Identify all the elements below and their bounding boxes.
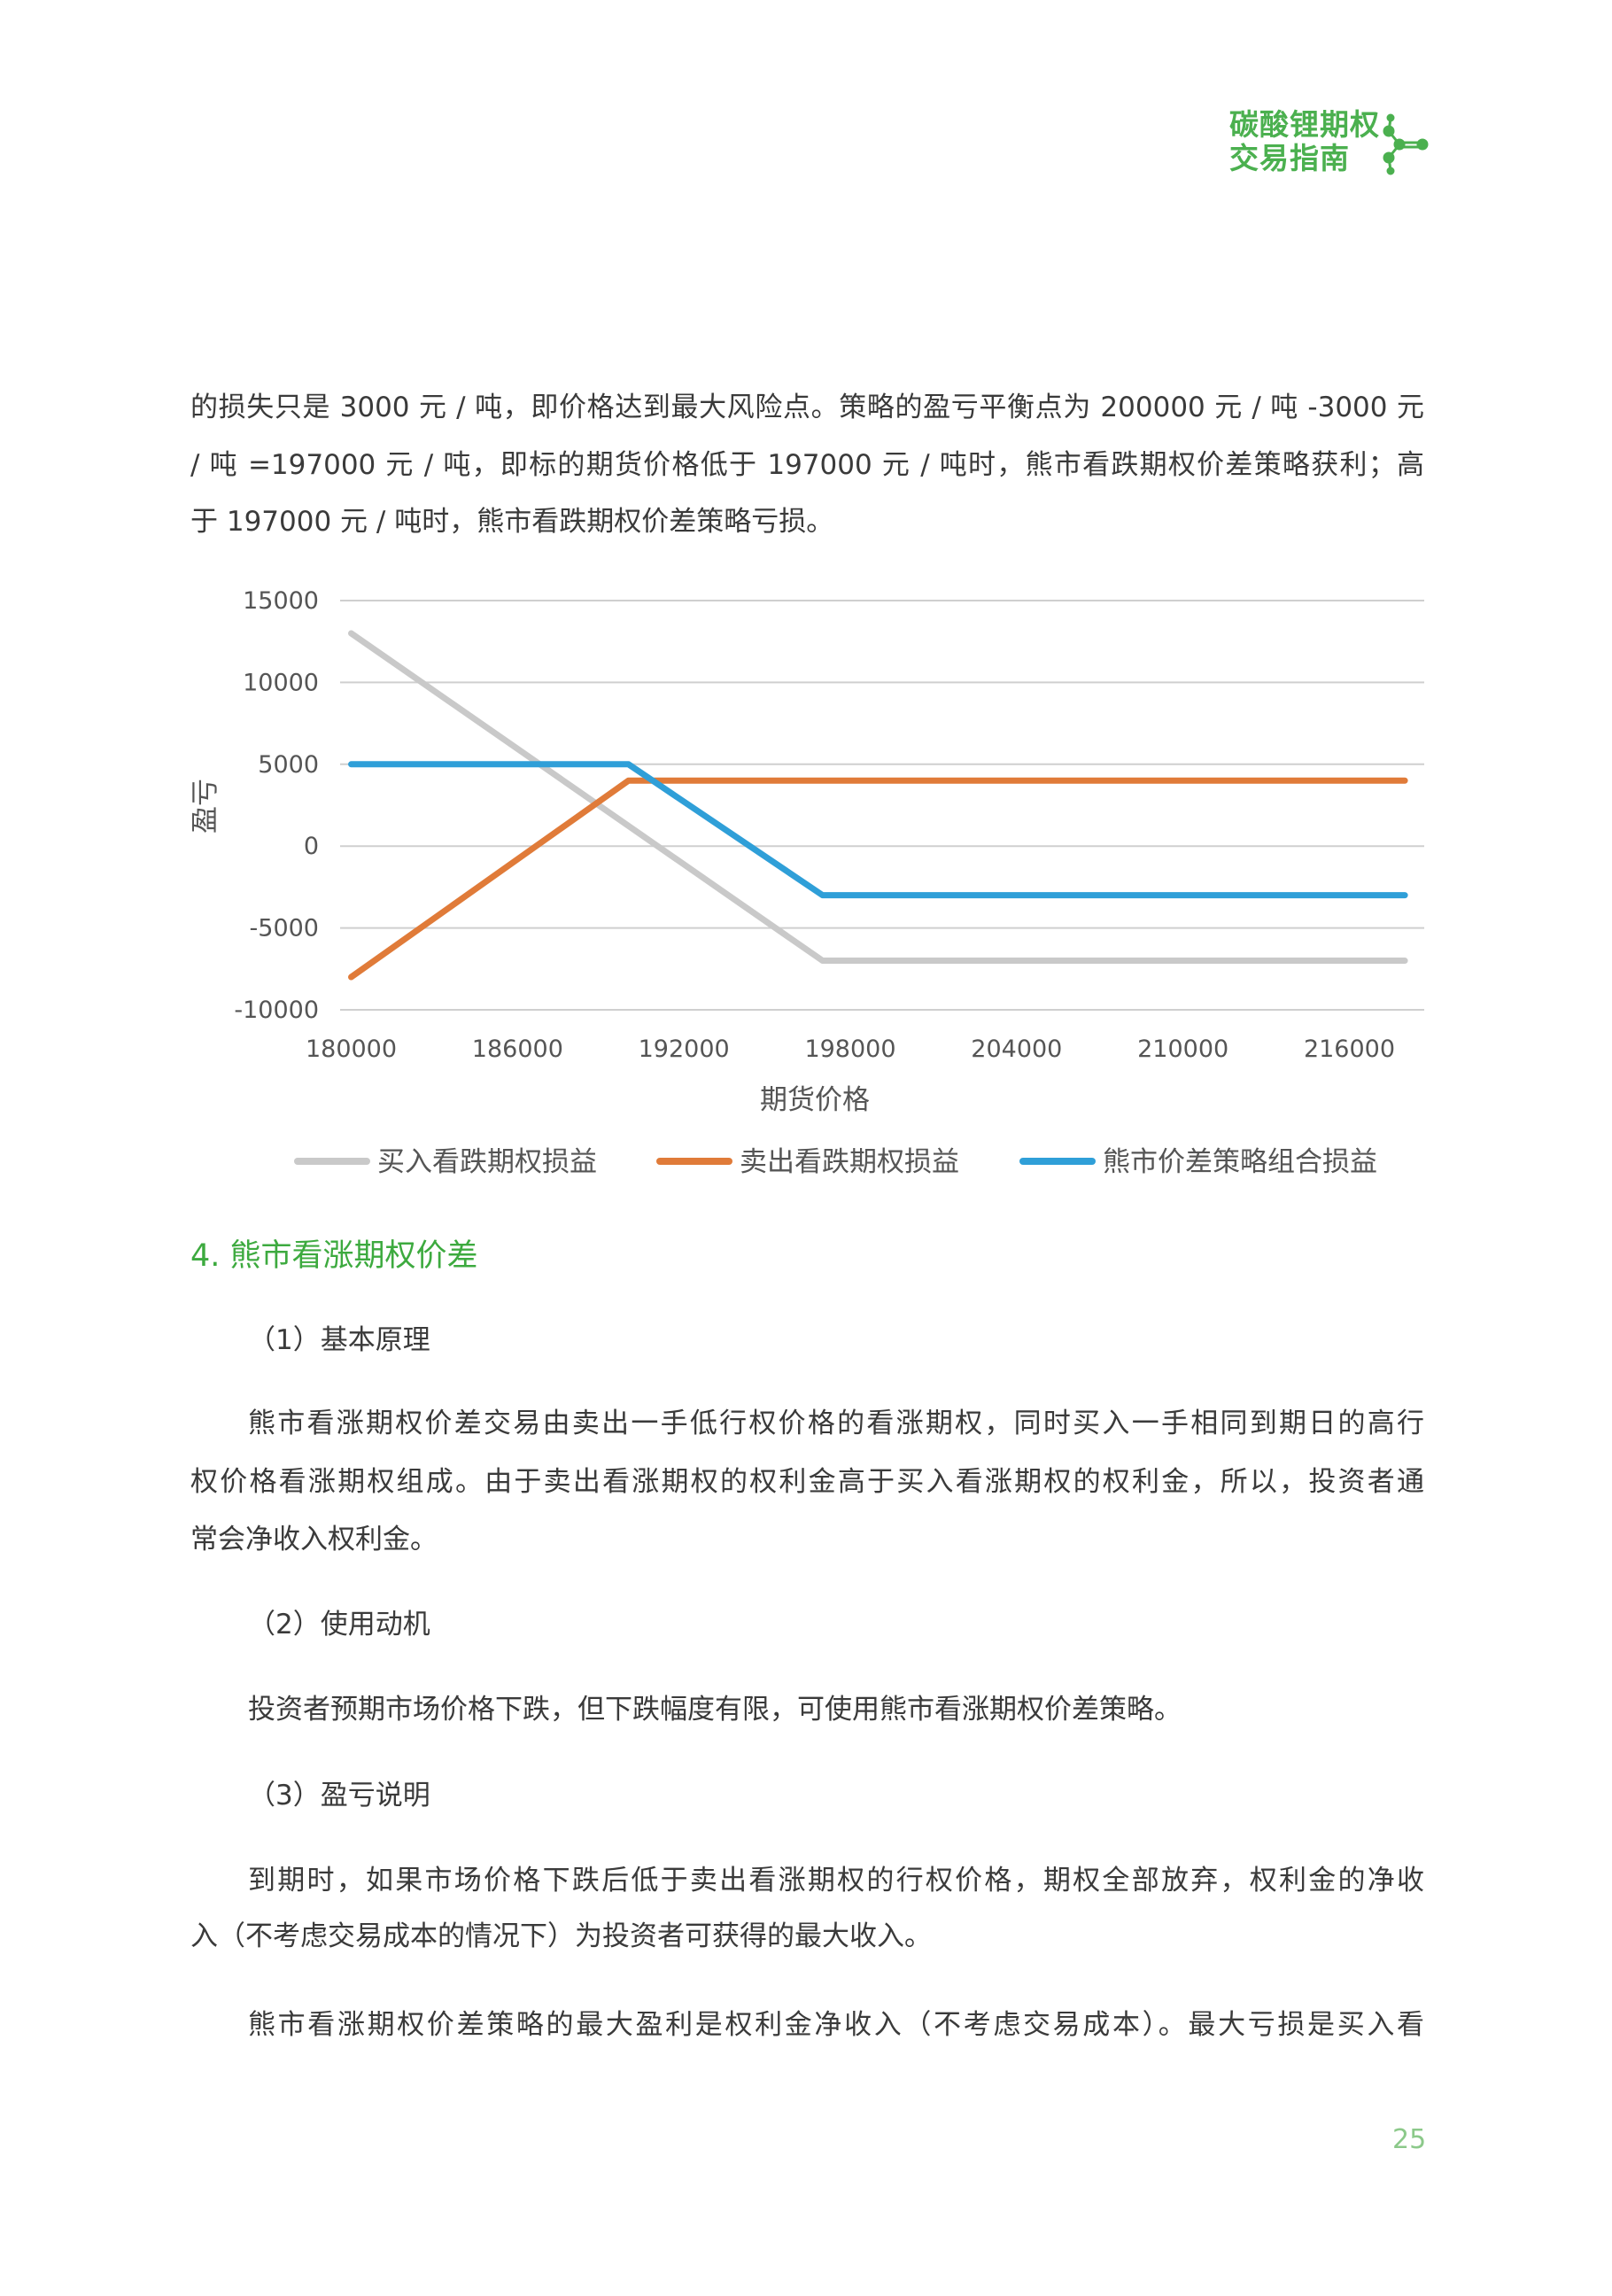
series-line-2 <box>348 761 1408 899</box>
y-tick-label: 5000 <box>258 751 319 779</box>
y-axis-label: 盈亏 <box>190 779 221 834</box>
series-line-0 <box>348 630 1408 965</box>
logo-line-1: 碳酸锂期权 <box>1229 107 1380 142</box>
paragraph-line: 到期时，如果市场价格下跌后低于卖出看涨期权的行权价格，期权全部放弃，权利金的净收 <box>248 1865 1424 1897</box>
subheading-profit-loss: （3）盈亏说明 <box>248 1780 430 1811</box>
intro-line: 的损失只是 3000 元 / 吨，即价格达到最大风险点。策略的盈亏平衡点为 20… <box>190 392 1424 423</box>
y-tick-label: 0 <box>304 833 319 860</box>
y-tick-label: -10000 <box>234 997 319 1024</box>
legend-label: 熊市价差策略组合损益 <box>1103 1146 1377 1178</box>
legend-label: 卖出看跌期权损益 <box>740 1146 959 1178</box>
paragraph-line: 熊市看涨期权价差策略的最大盈利是权利金净收入（不考虑交易成本）。最大亏损是买入看 <box>248 2009 1424 2041</box>
page-number: 25 <box>1392 2124 1427 2155</box>
payoff-chart: 15000 10000 5000 0 -5000 -10000 180000 186000 1… <box>190 587 1424 1178</box>
subheading-motivation: （2）使用动机 <box>248 1609 430 1641</box>
legend-label: 买入看跌期权损益 <box>377 1146 597 1178</box>
section-heading: 4. 熊市看涨期权价差 <box>190 1238 478 1274</box>
x-tick-label: 204000 <box>971 1036 1062 1063</box>
paragraph-line: 常会净收入权利金。 <box>190 1524 438 1555</box>
paragraph-line: 入（不考虑交易成本的情况下）为投资者可获得的最大收入。 <box>190 1920 932 1952</box>
x-tick-label: 186000 <box>472 1036 563 1063</box>
intro-line: / 吨 =197000 元 / 吨，即标的期货价格低于 197000 元 / 吨… <box>190 449 1424 481</box>
y-tick-label: -5000 <box>250 915 319 942</box>
series-line-1 <box>348 777 1408 981</box>
logo-line-2: 交易指南 <box>1229 141 1350 175</box>
y-tick-label: 15000 <box>243 587 319 615</box>
x-tick-label: 216000 <box>1304 1036 1395 1063</box>
x-axis-label: 期货价格 <box>760 1084 870 1116</box>
molecule-icon <box>1383 113 1429 175</box>
intro-line: 于 197000 元 / 吨时，熊市看跌期权价差策略亏损。 <box>190 506 834 538</box>
x-tick-label: 192000 <box>639 1036 730 1063</box>
x-tick-label: 198000 <box>804 1036 895 1063</box>
paragraph-line: 权价格看涨期权组成。由于卖出看涨期权的权利金高于买入看涨期权的权利金，所以，投资… <box>190 1466 1424 1498</box>
logo-text: 碳酸锂期权 交易指南 <box>1229 108 1380 175</box>
subheading-principle: （1）基本原理 <box>248 1324 430 1356</box>
paragraph-line: 投资者预期市场价格下跌，但下跌幅度有限，可使用熊市看涨期权价差策略。 <box>248 1694 1182 1726</box>
x-tick-label: 180000 <box>306 1036 397 1063</box>
paragraph-line: 熊市看涨期权价差交易由卖出一手低行权价格的看涨期权，同时买入一手相同到期日的高行 <box>248 1408 1424 1439</box>
x-tick-label: 210000 <box>1137 1036 1228 1063</box>
y-tick-label: 10000 <box>243 669 319 696</box>
